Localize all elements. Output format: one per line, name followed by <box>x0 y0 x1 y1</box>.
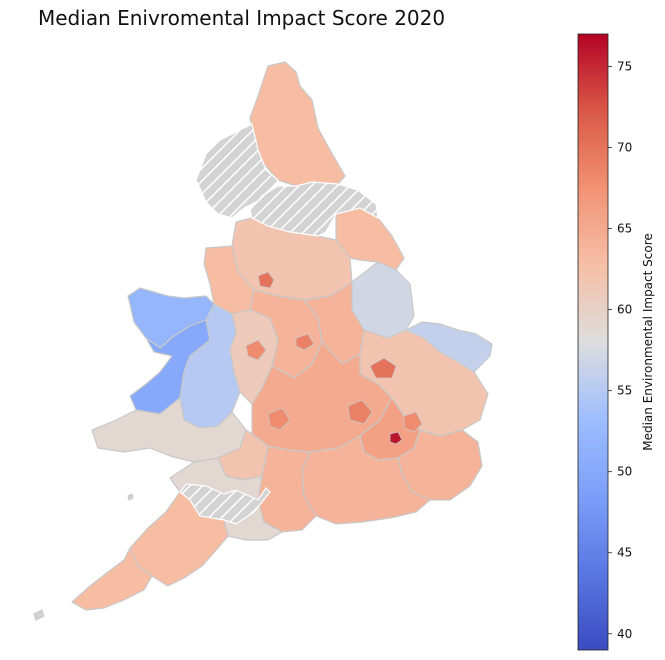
colorbar-tick-label: 45 <box>617 546 632 560</box>
colorbar-tick-label: 60 <box>617 303 632 317</box>
island-scilly <box>33 609 45 621</box>
hotspot-midlands-b <box>295 333 315 351</box>
norfolk-coast-region <box>405 321 493 373</box>
no-data-somerset-area <box>179 483 271 525</box>
south-wales-region <box>91 397 247 463</box>
colorbar: 40 45 50 55 60 65 70 75 Median Environmental Im… <box>577 33 655 651</box>
island-lundy <box>127 493 134 501</box>
no-data-north-yorkshire <box>249 181 379 237</box>
colorbar-tick-label: 65 <box>617 222 632 236</box>
choropleth-map <box>33 61 493 621</box>
map-title: Median Enivromental Impact Score 2020 <box>38 6 446 30</box>
colorbar-tick-label: 75 <box>617 59 632 73</box>
no-data-cumbria <box>195 123 279 219</box>
colorbar-tick-label: 50 <box>617 465 632 479</box>
hotspot-manchester <box>257 271 275 289</box>
colorbar-tick-label: 70 <box>617 140 632 154</box>
hotspot-leicester <box>347 399 373 425</box>
colorbar-gradient <box>577 33 609 651</box>
hotspot-northampton <box>267 407 291 431</box>
hotspot-bedford <box>403 411 423 433</box>
hotspot-peterborough <box>369 357 397 379</box>
hotspot-midlands-a <box>245 339 267 361</box>
hotspot-london <box>389 431 403 445</box>
colorbar-ticks: 40 45 50 55 60 65 70 75 <box>608 59 632 641</box>
colorbar-label: Median Environmental Impact Score <box>641 233 655 451</box>
colorbar-tick-label: 55 <box>617 384 632 398</box>
cornwall-region <box>71 547 153 611</box>
colorbar-tick-label: 40 <box>617 627 632 641</box>
